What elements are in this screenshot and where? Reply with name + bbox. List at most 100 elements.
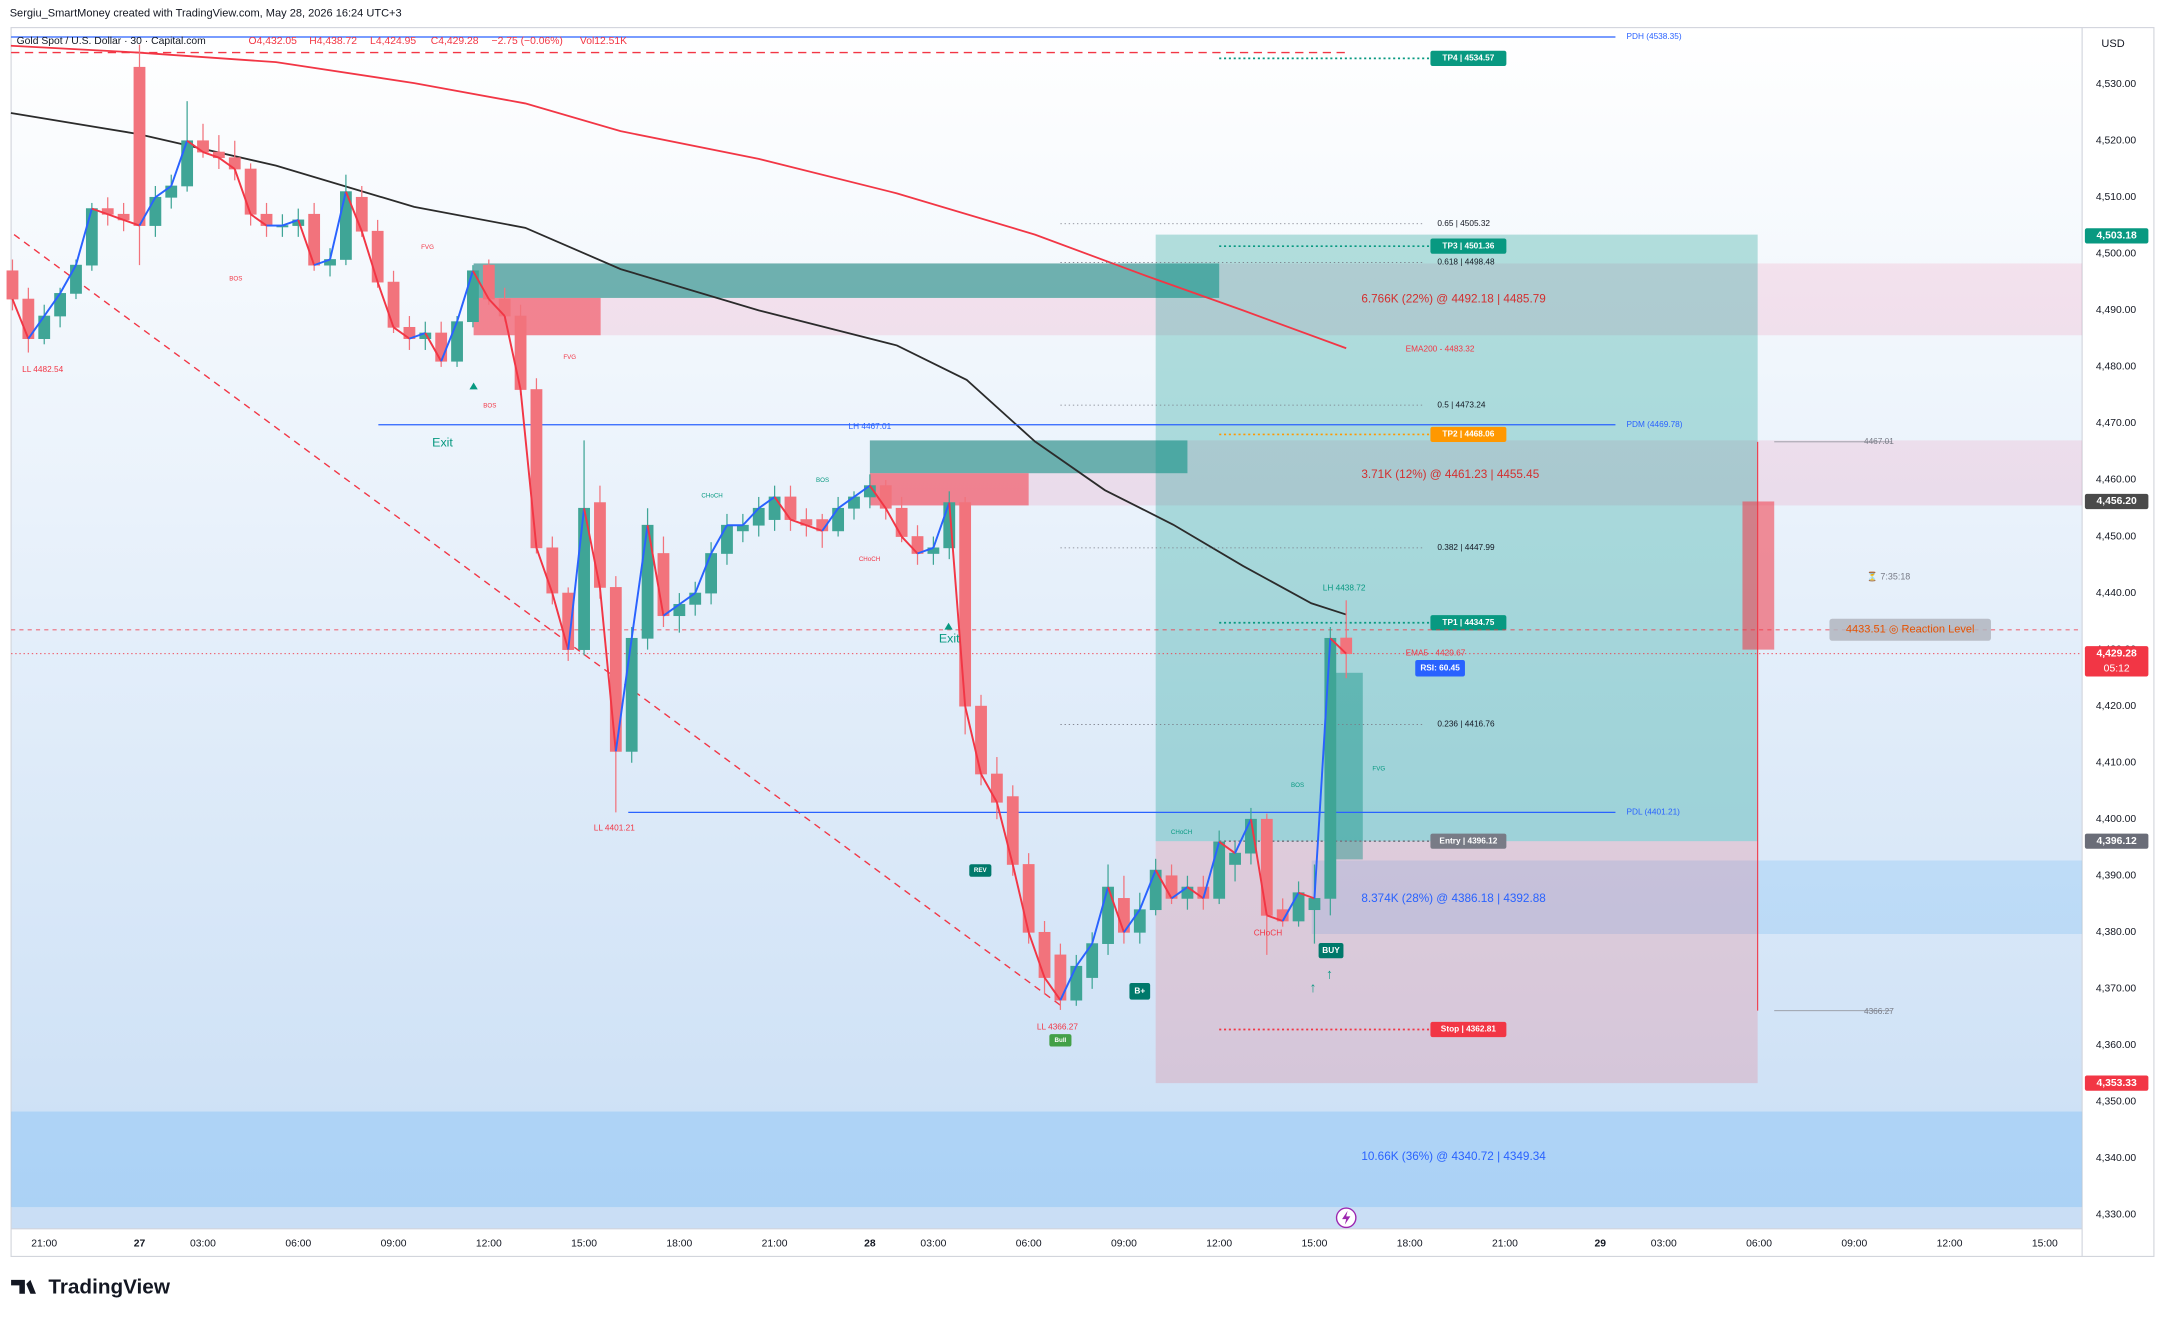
- price-badge-label: 4,503.18: [2096, 231, 2137, 242]
- close-line: [1266, 914, 1284, 922]
- candle-body: [403, 326, 416, 339]
- legend: Gold Spot / U.S. Dollar · 30 · Capital.c…: [17, 36, 628, 47]
- candle-body: [149, 196, 162, 226]
- target-label: Stop | 4362.81: [1441, 1025, 1497, 1034]
- x-tick-label: 15:00: [1302, 1239, 1328, 1250]
- annotation: BOS: [1291, 782, 1304, 789]
- attribution: Sergiu_SmartMoney created with TradingVi…: [10, 8, 402, 20]
- candle-body: [832, 507, 845, 532]
- candle-body: [498, 298, 511, 317]
- tag-label: RSI: 60.45: [1420, 663, 1460, 672]
- close-line: [567, 508, 586, 650]
- close-line: [742, 507, 760, 526]
- x-tick-label: 06:00: [1746, 1239, 1772, 1250]
- candle-body: [54, 293, 67, 317]
- candle-body: [38, 315, 51, 339]
- annotation: FVG: [563, 354, 576, 361]
- candle-body: [625, 637, 638, 752]
- x-tick-label: 21:00: [762, 1239, 788, 1250]
- logo-text: TradingView: [48, 1276, 170, 1299]
- candle-body: [1070, 965, 1083, 1001]
- y-tick-label: 4,460.00: [2096, 475, 2137, 486]
- tag-label: BUY: [1322, 946, 1340, 955]
- close-line: [1170, 886, 1188, 900]
- price-badge: [2084, 646, 2149, 677]
- candle-body: [752, 507, 765, 526]
- close-line: [503, 315, 522, 390]
- tag-box: [969, 864, 992, 877]
- tag-box: [1129, 983, 1151, 1000]
- candle-body: [1229, 852, 1241, 865]
- close-line: [392, 326, 410, 340]
- close-line: [1329, 637, 1347, 655]
- y-tick-label: 4,340.00: [2096, 1153, 2137, 1164]
- close-line: [853, 484, 871, 498]
- close-line: [297, 219, 316, 266]
- close-line: [900, 535, 919, 555]
- candle-body: [6, 270, 19, 300]
- x-tick-label: 12:00: [1206, 1239, 1232, 1250]
- close-line: [186, 139, 204, 153]
- close-line: [233, 168, 252, 215]
- reaction-label: 4433.51 ◎ Reaction Level: [1846, 624, 1975, 636]
- annotation: EMA5 - 4429.67: [1406, 648, 1466, 657]
- change: −2.75 (−0.06%): [492, 36, 563, 47]
- zone: [11, 1111, 2083, 1208]
- zone: [1742, 501, 1775, 650]
- candle-body: [1213, 841, 1226, 899]
- close-line: [1043, 976, 1062, 1001]
- x-tick-label: 15:00: [2032, 1239, 2058, 1250]
- price-badge: [2084, 1075, 2149, 1091]
- annotation: CHoCH: [1171, 829, 1192, 836]
- candle-body: [70, 264, 82, 294]
- close-line: [980, 773, 998, 803]
- close-line: [1059, 965, 1078, 1001]
- candle-body: [784, 496, 797, 520]
- target-box: [1430, 426, 1507, 443]
- y-tick-label: 4,480.00: [2096, 362, 2137, 373]
- close-line: [535, 547, 554, 594]
- y-tick-label: 4,440.00: [2096, 588, 2137, 599]
- fib-label: 0.236 | 4416.76: [1437, 720, 1495, 729]
- tag-box: [1318, 943, 1344, 959]
- close-line: [948, 502, 967, 707]
- logo[interactable]: TradingView: [11, 1276, 171, 1299]
- currency[interactable]: USD: [2101, 38, 2124, 50]
- close-line: [917, 546, 934, 555]
- price-badge-label: 4,429.28: [2096, 648, 2137, 659]
- close-line: [376, 281, 395, 328]
- candle-body: [371, 230, 384, 283]
- annotation: FVG: [421, 244, 434, 251]
- close-line: [1298, 891, 1315, 900]
- annotation: BOS: [229, 276, 242, 283]
- zone: [1155, 841, 1758, 1084]
- zone: [1155, 234, 1758, 842]
- annotation: LH 4438.72: [1323, 583, 1366, 592]
- close-line: [790, 518, 807, 527]
- candle-body: [514, 315, 527, 390]
- y-tick-label: 4,450.00: [2096, 531, 2137, 542]
- close-line: [91, 207, 109, 216]
- marker: [469, 382, 478, 390]
- close-line: [678, 592, 696, 606]
- close-line: [1075, 943, 1093, 967]
- reaction-box: [1829, 618, 1991, 641]
- close-line: [773, 496, 792, 521]
- close-line: [694, 553, 712, 594]
- close-line: [964, 705, 982, 775]
- x-tick-label: 06:00: [1016, 1239, 1042, 1250]
- y-tick-label: 4,530.00: [2096, 79, 2137, 90]
- candle-body: [435, 332, 448, 362]
- candle-body: [641, 524, 654, 639]
- close-line: [519, 389, 538, 548]
- close-line: [710, 524, 728, 554]
- candle-body: [1308, 898, 1321, 911]
- price-badge-label: 4,456.20: [2096, 496, 2137, 507]
- close-line: [424, 332, 443, 362]
- arrow: ↑: [1326, 966, 1333, 981]
- candle-body: [594, 502, 606, 588]
- x-tick-label: 03:00: [190, 1239, 216, 1250]
- annotation: ⏳ 7:35:18: [1867, 571, 1911, 582]
- close-line: [758, 496, 776, 510]
